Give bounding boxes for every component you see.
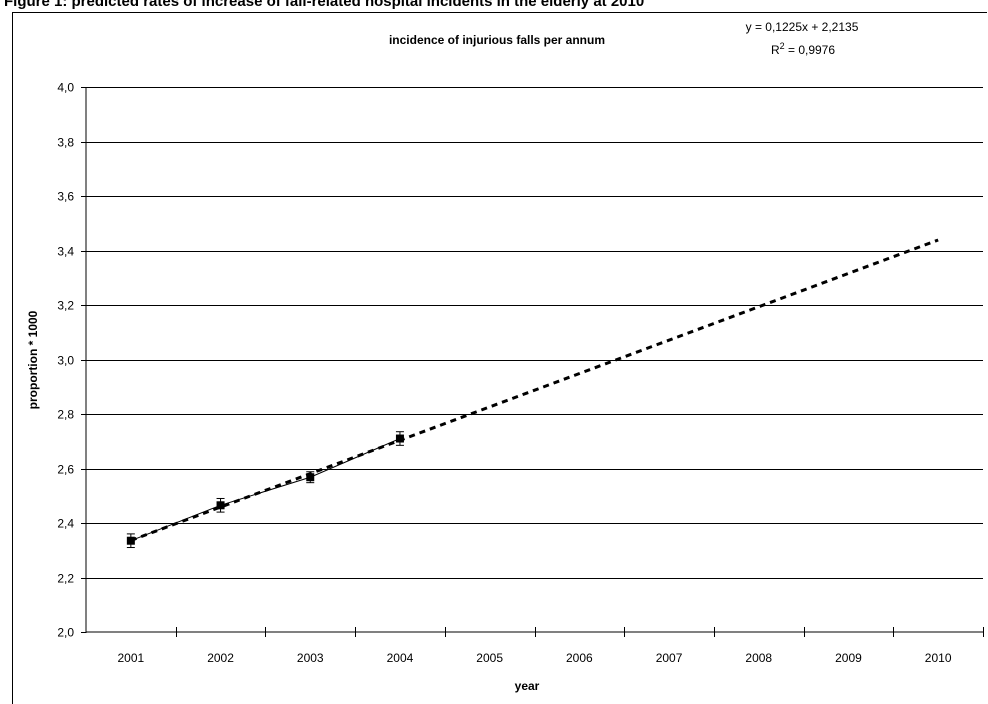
- figure-caption: Figure 1: predicted rates of increase of…: [4, 0, 645, 10]
- data-point: [216, 501, 225, 510]
- trend-equation: y = 0,1225x + 2,2135: [746, 20, 859, 34]
- data-point: [395, 434, 404, 443]
- x-tick-label: 2008: [745, 651, 772, 665]
- y-tick-label: 3,4: [57, 245, 74, 259]
- x-tick-label: 2007: [656, 651, 683, 665]
- x-tick-label: 2002: [207, 651, 234, 665]
- x-axis-label: year: [515, 679, 540, 693]
- y-tick-label: 2,2: [57, 572, 74, 586]
- r2-value: = 0,9976: [785, 43, 836, 57]
- y-tick-label: 2,6: [57, 463, 74, 477]
- data-point: [306, 473, 315, 482]
- chart-frame: [12, 12, 987, 704]
- y-tick-label: 2,8: [57, 408, 74, 422]
- data-point: [126, 536, 135, 545]
- x-tick-labels: 2001 2002 2003 2004 2005 2006 2007 2008 2009 2010: [117, 627, 984, 665]
- trend-line: [130, 238, 939, 542]
- x-tick-label: 2004: [387, 651, 414, 665]
- y-axis-label: proportion * 1000: [26, 310, 40, 409]
- y-tick-label: 2,4: [57, 517, 74, 531]
- y-tick-label: 2,0: [57, 626, 74, 640]
- x-tick-label: 2006: [566, 651, 593, 665]
- chart-title: incidence of injurious falls per annum: [389, 33, 605, 47]
- series-layer: [126, 238, 939, 549]
- x-tick-label: 2005: [476, 651, 503, 665]
- r-squared-annotation: R2 = 0,9976: [771, 41, 835, 57]
- observed-series-line: [130, 438, 401, 542]
- r2-superscript: 2: [780, 41, 785, 51]
- x-tick-label: 2003: [297, 651, 324, 665]
- x-tick-label: 2009: [835, 651, 862, 665]
- x-tick-label: 2001: [117, 651, 144, 665]
- y-tick-label: 3,6: [57, 190, 74, 204]
- y-tick-label: 3,8: [57, 136, 74, 150]
- r2-prefix: R: [771, 43, 780, 57]
- y-tick-label: 4,0: [57, 81, 74, 95]
- y-tick-label: 3,0: [57, 354, 74, 368]
- y-tick-labels: 2,0 2,2 2,4 2,6 2,8 3,0 3,2 3,4 3,6 3,8 4,0: [57, 81, 86, 640]
- y-tick-label: 3,2: [57, 299, 74, 313]
- x-tick-label: 2010: [925, 651, 952, 665]
- gridlines: [86, 87, 983, 579]
